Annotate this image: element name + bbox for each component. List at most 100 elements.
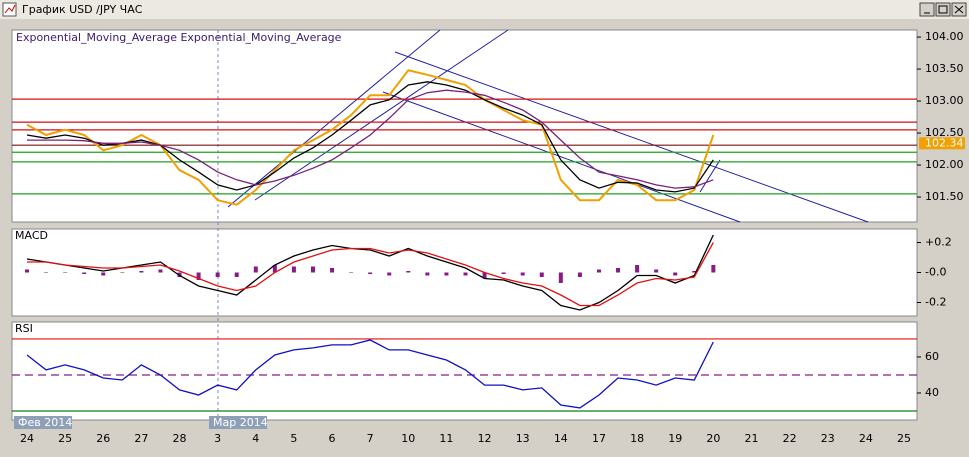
last-value-marker xyxy=(919,137,965,150)
histogram-bar xyxy=(482,272,487,279)
y-tick-label: -0.2 xyxy=(925,296,946,309)
y-tick-label: 103.00 xyxy=(925,94,964,107)
rsi-panel xyxy=(11,321,918,421)
histogram-bar xyxy=(406,271,411,273)
histogram-bar xyxy=(558,272,563,283)
period-label: Мар 2014 xyxy=(213,416,268,429)
x-tick-label: 28 xyxy=(173,432,187,445)
y-tick-label: +0.2 xyxy=(925,236,952,249)
window-icon xyxy=(2,2,17,17)
title-bar xyxy=(0,0,969,19)
y-tick-label: 60 xyxy=(925,350,939,363)
histogram-bar xyxy=(349,272,354,273)
x-tick-label: 17 xyxy=(592,432,606,445)
series-line xyxy=(26,339,714,409)
histogram-bar xyxy=(425,272,430,276)
last-value-label: 102.34 xyxy=(925,136,964,149)
x-tick-label: 14 xyxy=(554,432,568,445)
series-line xyxy=(27,89,714,189)
window-title: График USD /JPY ЧАС xyxy=(22,3,143,16)
series-line xyxy=(26,69,715,206)
x-tick-label: 7 xyxy=(367,432,374,445)
series-line xyxy=(26,234,714,311)
histogram-bar xyxy=(234,272,239,277)
histogram-bar xyxy=(520,272,525,276)
series-line xyxy=(26,81,714,193)
histogram-bar xyxy=(120,272,125,273)
histogram-bar xyxy=(596,269,601,273)
histogram-bar xyxy=(63,272,68,273)
x-tick-label: 18 xyxy=(630,432,644,445)
y-tick-label: 102.00 xyxy=(925,158,964,171)
x-tick-label: 26 xyxy=(96,432,110,445)
x-tick-label: 23 xyxy=(821,432,835,445)
x-tick-label: 4 xyxy=(252,432,259,445)
histogram-bar xyxy=(196,272,201,280)
histogram-bar xyxy=(444,272,449,276)
x-tick-label: 25 xyxy=(58,432,72,445)
trend-line xyxy=(254,29,509,201)
y-tick-label: 40 xyxy=(925,386,939,399)
histogram-bar xyxy=(368,272,373,274)
histogram-bar xyxy=(330,268,335,273)
y-tick-label: -0.0 xyxy=(925,266,946,279)
y-tick-label: 103.50 xyxy=(925,62,964,75)
histogram-bar xyxy=(539,272,544,277)
y-tick-label: 102.50 xyxy=(925,126,964,139)
histogram-bar xyxy=(711,265,716,273)
histogram-bar xyxy=(577,272,582,277)
trend-line xyxy=(699,159,721,193)
x-tick-label: 24 xyxy=(859,432,873,445)
histogram-bar xyxy=(673,272,678,276)
trend-line xyxy=(382,91,741,223)
x-tick-label: 24 xyxy=(20,432,34,445)
histogram-bar xyxy=(291,266,296,273)
period-box xyxy=(209,416,267,429)
histogram-bar xyxy=(158,269,163,273)
histogram-bar xyxy=(310,266,315,273)
histogram-bar xyxy=(616,268,621,273)
histogram-bar xyxy=(387,272,392,276)
x-tick-label: 12 xyxy=(478,432,492,445)
histogram-bar xyxy=(501,272,506,274)
panel-title: RSI xyxy=(15,322,33,335)
y-tick-label: 104.00 xyxy=(925,30,964,43)
x-tick-label: 19 xyxy=(668,432,682,445)
maximize-glyph xyxy=(938,5,948,14)
histogram-bar xyxy=(654,269,659,273)
histogram-bar xyxy=(101,272,106,276)
panel-title: MACD xyxy=(15,229,48,242)
histogram-bar xyxy=(139,271,144,273)
x-tick-label: 21 xyxy=(744,432,758,445)
histogram-bar xyxy=(253,266,258,273)
x-tick-label: 5 xyxy=(290,432,297,445)
series-line xyxy=(27,242,714,307)
period-label: Фев 2014 xyxy=(18,416,72,429)
histogram-bar xyxy=(44,272,49,273)
histogram-bar xyxy=(215,272,220,277)
maximize-button[interactable] xyxy=(935,2,951,17)
histogram-bar xyxy=(272,265,277,273)
histogram-bar xyxy=(82,272,87,274)
x-tick-label: 13 xyxy=(516,432,530,445)
period-box xyxy=(14,416,72,429)
close-glyph xyxy=(954,5,964,14)
x-tick-label: 6 xyxy=(329,432,336,445)
x-tick-label: 10 xyxy=(401,432,415,445)
histogram-bar xyxy=(635,265,640,273)
histogram-bar xyxy=(25,269,29,273)
legend: Exponential_Moving_Average Exponential_M… xyxy=(16,31,342,44)
x-tick-label: 3 xyxy=(214,432,221,445)
x-tick-label: 11 xyxy=(439,432,453,445)
histogram-bar xyxy=(692,271,697,273)
histogram-bar xyxy=(463,272,468,276)
legend-entry: Exponential_Moving_Average xyxy=(180,31,341,44)
legend-entry: Exponential_Moving_Average xyxy=(16,31,177,44)
x-tick-label: 20 xyxy=(706,432,720,445)
x-tick-label: 22 xyxy=(783,432,797,445)
price-panel xyxy=(11,29,918,223)
minimize-button[interactable] xyxy=(919,2,935,17)
window-icon-glyph xyxy=(4,4,16,14)
window-buttons[interactable] xyxy=(919,2,967,17)
